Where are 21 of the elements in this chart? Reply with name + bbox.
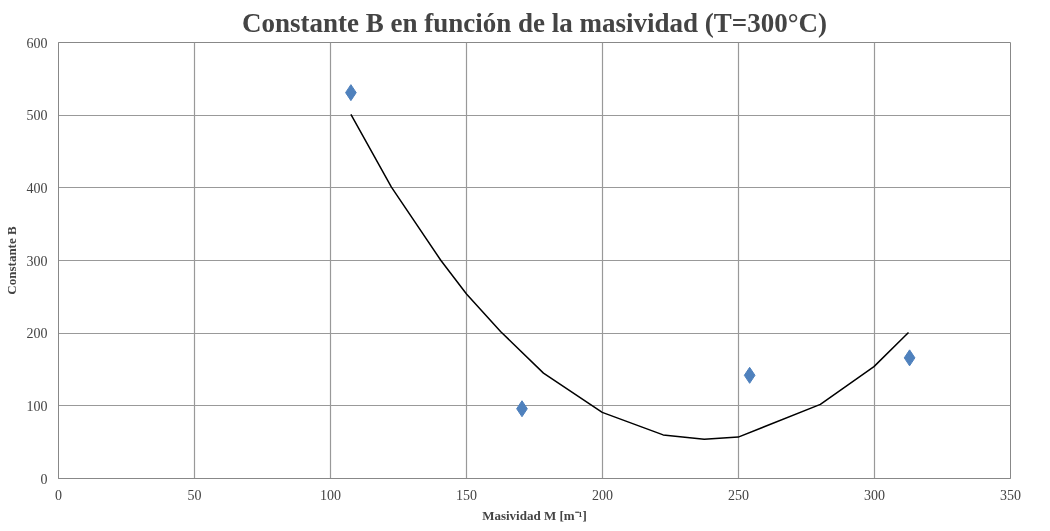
- x-tick-label: 100: [320, 487, 341, 503]
- x-tick-label: 300: [864, 487, 885, 503]
- chart-title: Constante B en función de la masividad (T=300°C): [242, 7, 827, 38]
- x-tick-label: 0: [55, 487, 62, 503]
- y-tick-label: 500: [26, 108, 48, 124]
- x-tick-label: 200: [592, 487, 613, 503]
- x-tick-label: 150: [456, 487, 477, 503]
- x-tick-label: 350: [1000, 487, 1021, 503]
- y-tick-label: 300: [26, 253, 48, 269]
- y-tick-label: 0: [40, 471, 48, 487]
- x-tick-label: 50: [187, 487, 202, 503]
- y-axis-title: Constante B: [3, 226, 19, 295]
- y-tick-label: 400: [26, 180, 48, 196]
- point: [743, 366, 756, 384]
- y-tick-label: 200: [26, 326, 48, 342]
- x-tick-label: 250: [728, 487, 749, 503]
- point: [903, 349, 916, 367]
- y-tick-label: 600: [26, 35, 48, 51]
- x-axis-title: Masividad M [m⁻¹]: [482, 507, 587, 523]
- line-series: [350, 113, 910, 441]
- y-tick-label: 100: [26, 398, 48, 414]
